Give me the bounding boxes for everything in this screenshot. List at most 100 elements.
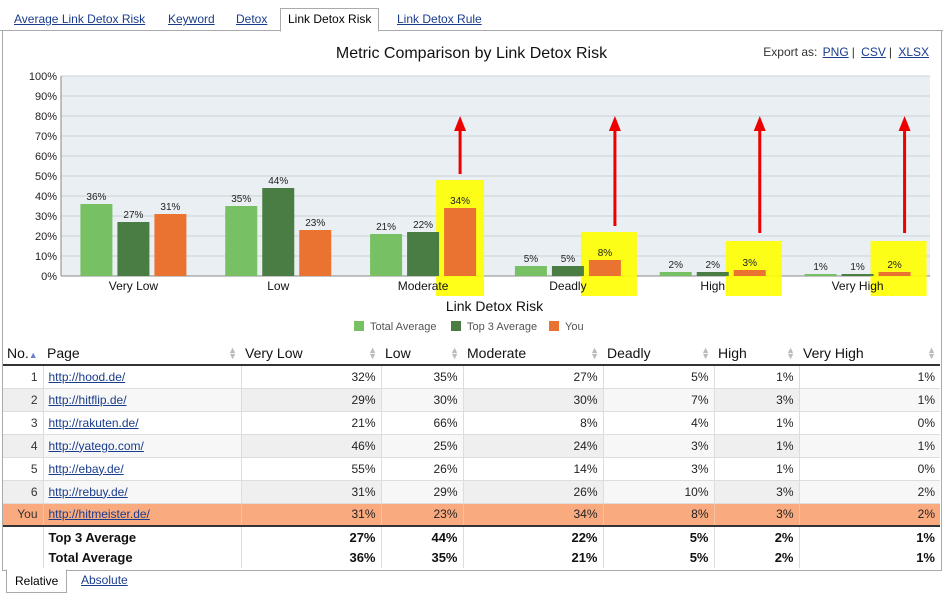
moderate-cell: 24% <box>462 434 603 458</box>
data-label: 44% <box>268 176 288 187</box>
data-label: 2% <box>669 260 684 271</box>
data-label: 34% <box>450 196 470 207</box>
export-csv-link[interactable]: CSV <box>861 45 886 59</box>
very-high-cell: 1% <box>798 365 940 389</box>
column-header-high-label: High <box>718 345 747 361</box>
page-cell: http://hitmeister.de/ <box>42 503 241 527</box>
very-low-cell: 27% <box>240 525 381 547</box>
table-header-row: No.▲ Page ▲ ▼ Very Low ▲ ▼ Low ▲ ▼ Moderate ▲ ▼ … <box>3 342 940 366</box>
tab-absolute[interactable]: Absolute <box>81 573 128 587</box>
page-cell: http://ebay.de/ <box>42 457 241 481</box>
y-tick-label: 40% <box>35 191 57 203</box>
y-tick-label: 100% <box>29 71 57 83</box>
bar <box>299 230 332 276</box>
high-cell: 1% <box>713 457 799 481</box>
deadly-cell: 3% <box>602 434 714 458</box>
page-link[interactable]: http://hitflip.de/ <box>48 392 127 407</box>
very-high-cell: 1% <box>798 547 940 568</box>
tab-keyword[interactable]: Keyword <box>168 12 215 26</box>
column-header-moderate-label: Moderate <box>467 345 527 361</box>
tab-link-detox-rule[interactable]: Link Detox Rule <box>397 12 482 26</box>
legend-label: Top 3 Average <box>467 321 537 333</box>
tab-detox[interactable]: Detox <box>236 12 268 26</box>
column-header-high[interactable]: High ▲ ▼ <box>714 342 799 366</box>
very-high-cell: 1% <box>798 434 940 458</box>
low-cell: 29% <box>380 480 463 504</box>
column-header-deadly[interactable]: Deadly ▲ ▼ <box>603 342 714 366</box>
moderate-cell: 26% <box>462 480 603 504</box>
sort-icon: ▲ ▼ <box>450 345 459 361</box>
page-link[interactable]: http://ebay.de/ <box>48 461 124 476</box>
bar <box>659 272 692 276</box>
very-low-cell: 55% <box>240 457 381 481</box>
very-high-cell: 0% <box>798 457 940 481</box>
export-xlsx-link[interactable]: XLSX <box>898 45 929 59</box>
column-header-low-label: Low <box>385 345 411 361</box>
column-header-page[interactable]: Page ▲ ▼ <box>43 342 241 366</box>
page-cell: http://rebuy.de/ <box>42 480 241 504</box>
highlight-box <box>725 241 782 296</box>
page-link[interactable]: http://rakuten.de/ <box>48 415 139 430</box>
table-row: 5 http://ebay.de/ 55% 26% 14% 3% 1% 0% <box>3 457 940 481</box>
row-number: 6 <box>3 480 43 504</box>
row-number <box>3 547 43 568</box>
sort-icon: ▲ ▼ <box>701 345 710 361</box>
data-label: 5% <box>561 254 576 265</box>
table-row: 1 http://hood.de/ 32% 35% 27% 5% 1% 1% <box>3 365 940 389</box>
export-png-link[interactable]: PNG <box>822 45 849 59</box>
arrow-head <box>898 116 911 131</box>
very-high-cell: 1% <box>798 525 940 547</box>
row-number: 2 <box>3 388 43 412</box>
table-row-top3-average: Top 3 Average 27% 44% 22% 5% 2% 1% <box>3 525 940 547</box>
tab-relative[interactable]: Relative <box>6 569 68 593</box>
moderate-cell: 34% <box>462 503 603 527</box>
high-cell: 2% <box>713 547 799 568</box>
very-low-cell: 21% <box>240 411 381 435</box>
page-link[interactable]: http://rebuy.de/ <box>48 484 128 499</box>
table-row: 4 http://yatego.com/ 46% 25% 24% 3% 1% 1… <box>3 434 940 458</box>
column-header-very-high[interactable]: Very High ▲ ▼ <box>799 342 940 366</box>
legend-swatch <box>451 321 461 331</box>
high-cell: 2% <box>713 525 799 547</box>
very-high-cell: 1% <box>798 388 940 412</box>
data-label: 36% <box>86 192 106 203</box>
column-header-no[interactable]: No.▲ <box>3 342 43 366</box>
page-link[interactable]: http://yatego.com/ <box>48 438 144 453</box>
data-label: 21% <box>376 222 396 233</box>
content-panel <box>2 31 942 571</box>
bar <box>733 270 766 276</box>
tab-link-detox-risk[interactable]: Link Detox Risk <box>280 8 380 32</box>
data-label: 8% <box>598 248 613 259</box>
page-cell: http://rakuten.de/ <box>42 411 241 435</box>
page-link[interactable]: http://hitmeister.de/ <box>48 507 150 522</box>
data-label: 1% <box>850 262 865 273</box>
tab-average-link-detox-risk[interactable]: Average Link Detox Risk <box>14 12 146 26</box>
deadly-cell: 3% <box>602 457 714 481</box>
sort-ascending-icon: ▲ <box>28 350 38 360</box>
column-header-moderate[interactable]: Moderate ▲ ▼ <box>463 342 603 366</box>
low-cell: 66% <box>380 411 463 435</box>
x-tick-label: High <box>700 279 725 293</box>
deadly-cell: 8% <box>602 503 714 527</box>
data-label: 22% <box>413 220 433 231</box>
data-label: 5% <box>524 254 539 265</box>
tab-bar: Average Link Detox Risk Keyword Detox Li… <box>0 0 943 32</box>
x-tick-label: Very Low <box>109 279 159 293</box>
low-cell: 30% <box>380 388 463 412</box>
data-label: 23% <box>305 218 325 229</box>
y-tick-label: 30% <box>35 211 57 223</box>
moderate-cell: 30% <box>462 388 603 412</box>
very-low-cell: 29% <box>240 388 381 412</box>
row-number: You <box>3 503 43 527</box>
very-high-cell: 0% <box>798 411 940 435</box>
page-link[interactable]: http://hood.de/ <box>48 369 126 384</box>
export-options: Export as: PNG | CSV | XLSX <box>763 45 929 59</box>
low-cell: 26% <box>380 457 463 481</box>
high-cell: 3% <box>713 480 799 504</box>
column-header-low[interactable]: Low ▲ ▼ <box>381 342 463 366</box>
column-header-very-low[interactable]: Very Low ▲ ▼ <box>241 342 381 366</box>
row-number: 3 <box>3 411 43 435</box>
deadly-cell: 5% <box>602 547 714 568</box>
highlight-box <box>870 241 927 296</box>
moderate-cell: 22% <box>462 525 603 547</box>
